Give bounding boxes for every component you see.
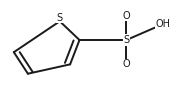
Text: S: S xyxy=(57,13,63,23)
Text: O: O xyxy=(123,11,130,21)
Text: S: S xyxy=(123,35,129,45)
Text: O: O xyxy=(123,59,130,69)
Text: OH: OH xyxy=(156,19,170,29)
